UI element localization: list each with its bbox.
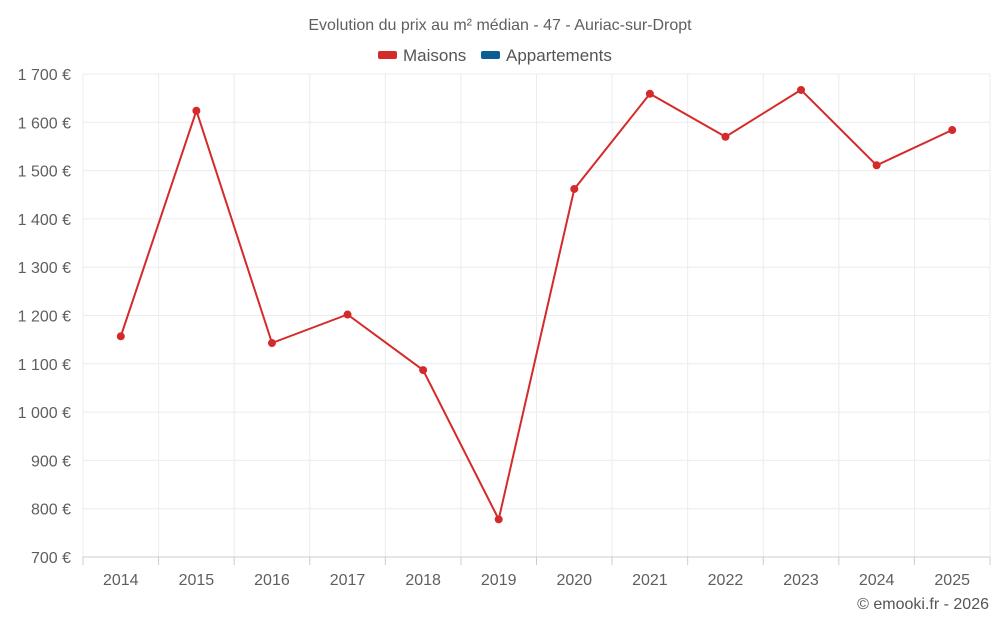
y-tick-label: 1 700 € <box>18 67 71 84</box>
chart-title: Evolution du prix au m² médian - 47 - Au… <box>308 17 692 34</box>
x-tick-label: 2015 <box>179 572 215 589</box>
credit-text: © emooki.fr - 2026 <box>857 596 989 613</box>
axes: 700 € 800 € 900 € 1 000 € 1 100 € 1 200 € 1 30… <box>18 67 991 589</box>
legend-item-appartements[interactable]: Appartements <box>481 46 612 65</box>
legend[interactable]: Maisons Appartements <box>378 46 612 65</box>
data-point[interactable]: 2018: 1087 <box>419 366 428 375</box>
x-tick-label: 2017 <box>330 572 366 589</box>
x-tick-label: 2022 <box>708 572 744 589</box>
y-tick-label: 1 400 € <box>18 212 71 229</box>
legend-swatch <box>481 51 500 59</box>
x-tick-label: 2016 <box>254 572 290 589</box>
data-point[interactable]: 2020: 1462 <box>570 184 579 193</box>
y-tick-label: 1 600 € <box>18 115 71 132</box>
data-point[interactable]: 2024: 1511 <box>872 161 881 170</box>
data-point[interactable]: 2025: 1584 <box>948 126 957 135</box>
y-tick-label: 1 200 € <box>18 309 71 326</box>
data-point[interactable]: 2019: 778 <box>494 515 503 524</box>
x-tick-label: 2023 <box>783 572 819 589</box>
x-tick-label: 2025 <box>934 572 970 589</box>
legend-item-maisons[interactable]: Maisons <box>378 46 466 65</box>
data-point[interactable]: 2022: 1570 <box>721 132 730 141</box>
grid <box>82 73 991 558</box>
y-tick-label: 700 € <box>31 550 71 567</box>
series-layer: 2014: 1157 2015: 1624 2016: 1143 2017: 1202… <box>116 85 957 524</box>
y-tick-label: 900 € <box>31 453 71 470</box>
y-tick-label: 1 100 € <box>18 357 71 374</box>
data-point[interactable]: 2015: 1624 <box>192 106 201 115</box>
x-tick-label: 2020 <box>556 572 592 589</box>
legend-swatch <box>378 51 397 59</box>
data-point[interactable]: 2023: 1667 <box>797 85 806 94</box>
data-point[interactable]: 2014: 1157 <box>116 332 125 341</box>
x-tick-label: 2019 <box>481 572 517 589</box>
legend-label: Maisons <box>403 46 466 65</box>
y-tick-label: 1 500 € <box>18 164 71 181</box>
data-point[interactable]: 2021: 1659 <box>645 89 654 98</box>
x-tick-label: 2014 <box>103 572 139 589</box>
series-line-maisons <box>119 88 953 521</box>
y-tick-label: 1 300 € <box>18 260 71 277</box>
x-tick-label: 2021 <box>632 572 668 589</box>
legend-label: Appartements <box>506 46 612 65</box>
x-tick-label: 2024 <box>859 572 895 589</box>
y-tick-label: 1 000 € <box>18 405 71 422</box>
x-tick-label: 2018 <box>405 572 441 589</box>
y-tick-label: 800 € <box>31 502 71 519</box>
data-point[interactable]: 2016: 1143 <box>267 339 276 348</box>
